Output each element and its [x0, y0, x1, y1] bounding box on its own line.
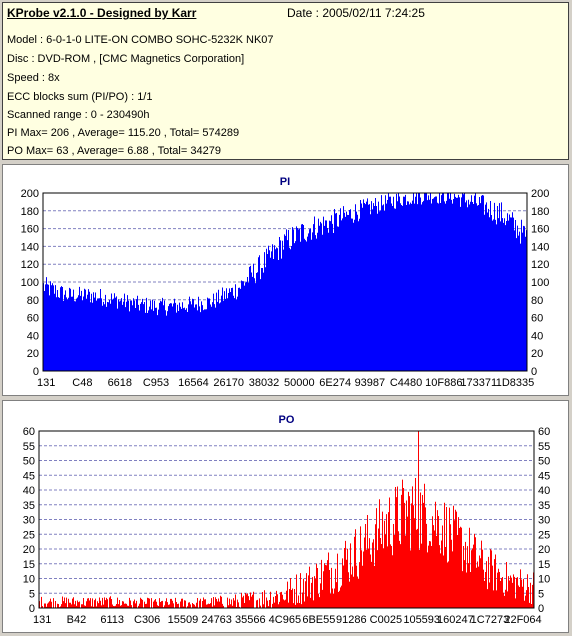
po-ytick-right: 40	[538, 485, 550, 497]
pi-xtick: 50000	[284, 377, 315, 389]
po-xtick: 4C965	[269, 614, 301, 626]
po-xtick: 24763	[201, 614, 232, 626]
info-panel: KProbe v2.1.0 - Designed by Karr Date : …	[2, 2, 569, 160]
po-ytick-left: 25	[23, 529, 35, 541]
pi-xtick: C953	[143, 377, 169, 389]
pi-ytick-right: 20	[531, 348, 543, 360]
po-ytick-right: 15	[538, 559, 550, 571]
po-plot-border	[38, 430, 535, 609]
po-series	[39, 431, 534, 608]
po-ytick-right: 50	[538, 456, 550, 468]
po-xtick: 6113	[100, 614, 124, 626]
po-ytick-left: 20	[23, 544, 35, 556]
pi-ytick-left: 120	[21, 259, 39, 271]
pi-ytick-right: 160	[531, 224, 549, 236]
po-xtick: 160247	[437, 614, 474, 626]
info-range: Scanned range : 0 - 230490h	[7, 109, 150, 121]
pi-ytick-right: 0	[531, 366, 537, 378]
po-ytick-left: 55	[23, 441, 35, 453]
pi-xtick: 6E274	[319, 377, 351, 389]
po-chart-title: PO	[279, 414, 295, 426]
po-ytick-left: 40	[23, 485, 35, 497]
po-ytick-left: 50	[23, 456, 35, 468]
po-xtick: B42	[67, 614, 87, 626]
info-speed: Speed : 8x	[7, 72, 60, 84]
pi-chart-title: PI	[280, 176, 290, 188]
po-xtick: 6BE55	[302, 614, 335, 626]
pi-ytick-right: 100	[531, 277, 549, 289]
pi-ytick-left: 100	[21, 277, 39, 289]
po-ytick-right: 25	[538, 529, 550, 541]
po-xtick: C306	[134, 614, 160, 626]
pi-ytick-right: 180	[531, 206, 549, 218]
po-ytick-right: 0	[538, 603, 544, 615]
po-ytick-right: 60	[538, 426, 550, 438]
pi-xtick: C48	[72, 377, 92, 389]
po-ytick-left: 0	[29, 603, 35, 615]
po-xtick: 131	[33, 614, 51, 626]
po-xtick: 15509	[168, 614, 199, 626]
info-ecc: ECC blocks sum (PI/PO) : 1/1	[7, 91, 153, 103]
po-xtick: 22F064	[504, 614, 541, 626]
po-xtick: 105593	[403, 614, 440, 626]
pi-xtick: 16564	[178, 377, 209, 389]
pi-xtick: C4480	[390, 377, 422, 389]
pi-ytick-right: 200	[531, 188, 549, 200]
po-xtick: 35566	[235, 614, 266, 626]
po-xtick: 91286	[336, 614, 367, 626]
pi-xtick: 10F886	[425, 377, 462, 389]
info-pi-stats: PI Max= 206 , Average= 115.20 , Total= 5…	[7, 127, 240, 139]
pi-ytick-left: 80	[27, 295, 39, 307]
pi-ytick-left: 140	[21, 241, 39, 253]
pi-ytick-right: 140	[531, 241, 549, 253]
pi-series	[43, 193, 527, 371]
po-ytick-right: 20	[538, 544, 550, 556]
pi-ytick-left: 160	[21, 224, 39, 236]
po-ytick-left: 15	[23, 559, 35, 571]
pi-xtick: 38032	[249, 377, 280, 389]
po-ytick-left: 60	[23, 426, 35, 438]
po-ytick-right: 35	[538, 500, 550, 512]
po-ytick-right: 5	[538, 588, 544, 600]
pi-xtick: 6618	[108, 377, 132, 389]
info-disc: Disc : DVD-ROM , [CMC Magnetics Corporat…	[7, 53, 245, 65]
pi-ytick-right: 40	[531, 330, 543, 342]
info-model: Model : 6-0-1-0 LITE-ON COMBO SOHC-5232K…	[7, 34, 274, 46]
po-xtick: C0025	[370, 614, 402, 626]
po-ytick-left: 10	[23, 574, 35, 586]
po-xtick: 1C7273	[471, 614, 510, 626]
po-ytick-right: 45	[538, 470, 550, 482]
pi-ytick-left: 200	[21, 188, 39, 200]
po-ytick-right: 55	[538, 441, 550, 453]
po-ytick-right: 10	[538, 574, 550, 586]
pi-plot-border	[42, 192, 528, 372]
pi-chart-panel: PI 0 0 20 20 40 40 60 60 80 80 100 100 120 120 140 140 16…	[2, 164, 569, 396]
pi-xtick: 173371	[460, 377, 497, 389]
po-ytick-left: 45	[23, 470, 35, 482]
pi-ytick-left: 0	[33, 366, 39, 378]
pi-xtick: 93987	[355, 377, 386, 389]
pi-ytick-left: 20	[27, 348, 39, 360]
po-ytick-left: 5	[29, 588, 35, 600]
pi-xtick: 26170	[213, 377, 244, 389]
pi-ytick-right: 80	[531, 295, 543, 307]
pi-ytick-left: 40	[27, 330, 39, 342]
po-chart-panel: PO 0 0 5 5 10 10 15 15 20 20 25 25 30 30 35 35 40 40 45 45 50…	[2, 400, 569, 633]
pi-ytick-right: 120	[531, 259, 549, 271]
scan-date: Date : 2005/02/11 7:24:25	[287, 6, 425, 20]
po-ytick-right: 30	[538, 515, 550, 527]
pi-ytick-left: 180	[21, 206, 39, 218]
pi-xtick: 131	[37, 377, 55, 389]
pi-xtick: 1D8335	[496, 377, 535, 389]
app-title: KProbe v2.1.0 - Designed by Karr	[7, 6, 197, 20]
pi-ytick-left: 60	[27, 313, 39, 325]
po-ytick-left: 30	[23, 515, 35, 527]
po-ytick-left: 35	[23, 500, 35, 512]
info-po-stats: PO Max= 63 , Average= 6.88 , Total= 3427…	[7, 145, 221, 157]
pi-ytick-right: 60	[531, 313, 543, 325]
pi-chart: PI 0 0 20 20 40 40 60 60 80 80 100 100 120 120 140 140 16…	[21, 176, 550, 389]
